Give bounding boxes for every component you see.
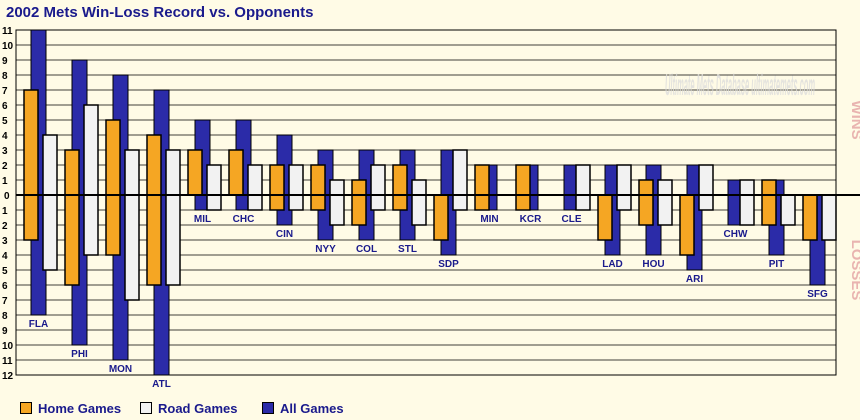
bar-home-sfg — [802, 194, 818, 241]
bar-road-ari — [698, 164, 714, 211]
team-label-min: MIN — [480, 214, 498, 225]
bar-home-hou — [638, 179, 654, 226]
team-label-sfg: SFG — [807, 289, 828, 300]
y-tick-label: 10 — [2, 341, 14, 352]
bar-home-mon — [105, 119, 121, 256]
bar-road-hou — [657, 179, 673, 226]
y-tick-label: 3 — [2, 236, 8, 247]
bar-home-lad — [597, 194, 613, 241]
bar-home-cin — [269, 164, 285, 211]
team-label-cle: CLE — [562, 214, 582, 225]
legend-road: Road Games — [140, 399, 237, 417]
y-tick-label: 11 — [2, 26, 13, 37]
y-tick-label: 7 — [2, 86, 8, 97]
bar-home-chc — [228, 149, 244, 196]
y-tick-label: 1 — [2, 176, 8, 187]
bar-road-pit — [780, 194, 796, 226]
team-label-sdp: SDP — [438, 259, 459, 270]
team-label-lad: LAD — [602, 259, 623, 270]
team-label-ari: ARI — [686, 274, 703, 285]
bar-road-col — [370, 164, 386, 211]
bar-road-nyy — [329, 179, 345, 226]
y-tick-label: 5 — [2, 266, 8, 277]
team-label-hou: HOU — [642, 259, 664, 270]
y-tick-label: 5 — [2, 116, 8, 127]
legend-road-label: Road Games — [158, 400, 238, 416]
watermark: Ultimate Mets Database ultimatemets.com — [665, 69, 815, 102]
team-label-nyy: NYY — [315, 244, 336, 255]
legend-home-label: Home Games — [38, 400, 122, 416]
y-tick-label: 1 — [2, 206, 8, 217]
bar-home-sdp — [433, 194, 449, 241]
bar-home-atl — [146, 134, 162, 286]
bar-home-phi — [64, 149, 80, 286]
y-tick-label: 6 — [2, 101, 8, 112]
bar-home-min — [474, 164, 490, 211]
bar-home-nyy — [310, 164, 326, 211]
bar-road-cin — [288, 164, 304, 211]
legend-all-swatch — [262, 402, 274, 414]
chart-title: 2002 Mets Win-Loss Record vs. Opponents — [6, 4, 314, 21]
team-label-phi: PHI — [71, 349, 88, 360]
side-label-wins: WINS — [848, 100, 860, 139]
team-label-kcr: KCR — [520, 214, 542, 225]
y-tick-label: 2 — [2, 161, 8, 172]
y-tick-label: 7 — [2, 296, 8, 307]
bar-home-col — [351, 179, 367, 226]
team-label-mon: MON — [109, 364, 132, 375]
y-tick-label: 10 — [2, 41, 14, 52]
bar-road-mon — [124, 149, 140, 301]
y-tick-label: 8 — [2, 71, 8, 82]
bar-home-ari — [679, 194, 695, 256]
legend-road-swatch — [140, 402, 152, 414]
y-tick-label: 4 — [2, 251, 8, 262]
team-label-fla: FLA — [29, 319, 48, 330]
bar-road-chc — [247, 164, 263, 211]
team-label-stl: STL — [398, 244, 417, 255]
y-tick-label: 3 — [2, 146, 8, 157]
y-tick-label: 6 — [2, 281, 8, 292]
legend-all-label: All Games — [280, 400, 344, 416]
bar-road-sdp — [452, 149, 468, 211]
bar-road-lad — [616, 164, 632, 211]
bar-road-mil — [206, 164, 222, 211]
y-tick-label: 9 — [2, 56, 8, 67]
y-tick-label: 4 — [2, 131, 8, 142]
legend-home: Home Games — [20, 399, 121, 417]
bar-home-kcr — [515, 164, 531, 211]
bar-road-stl — [411, 179, 427, 226]
y-tick-label: 12 — [2, 371, 14, 382]
bar-road-sfg — [821, 194, 837, 241]
bar-home-mil — [187, 149, 203, 196]
team-label-mil: MIL — [194, 214, 211, 225]
team-label-col: COL — [356, 244, 377, 255]
y-tick-label: 9 — [2, 326, 8, 337]
bar-road-atl — [165, 149, 181, 286]
bar-home-fla — [23, 89, 39, 241]
y-tick-label: 0 — [4, 191, 10, 202]
y-tick-label: 11 — [2, 356, 13, 367]
y-tick-label: 8 — [2, 311, 8, 322]
legend-home-swatch — [20, 402, 32, 414]
y-tick-label: 2 — [2, 221, 8, 232]
bar-road-fla — [42, 134, 58, 271]
team-label-cin: CIN — [276, 229, 293, 240]
bar-home-stl — [392, 164, 408, 211]
team-label-pit: PIT — [769, 259, 785, 270]
bar-road-phi — [83, 104, 99, 256]
bar-road-chw — [739, 179, 755, 226]
bar-road-cle — [575, 164, 591, 211]
team-label-chw: CHW — [724, 229, 748, 240]
side-label-losses: LOSSES — [848, 240, 860, 301]
team-label-atl: ATL — [152, 379, 171, 390]
team-label-chc: CHC — [233, 214, 255, 225]
legend-all: All Games — [262, 399, 344, 417]
bar-home-pit — [761, 179, 777, 226]
